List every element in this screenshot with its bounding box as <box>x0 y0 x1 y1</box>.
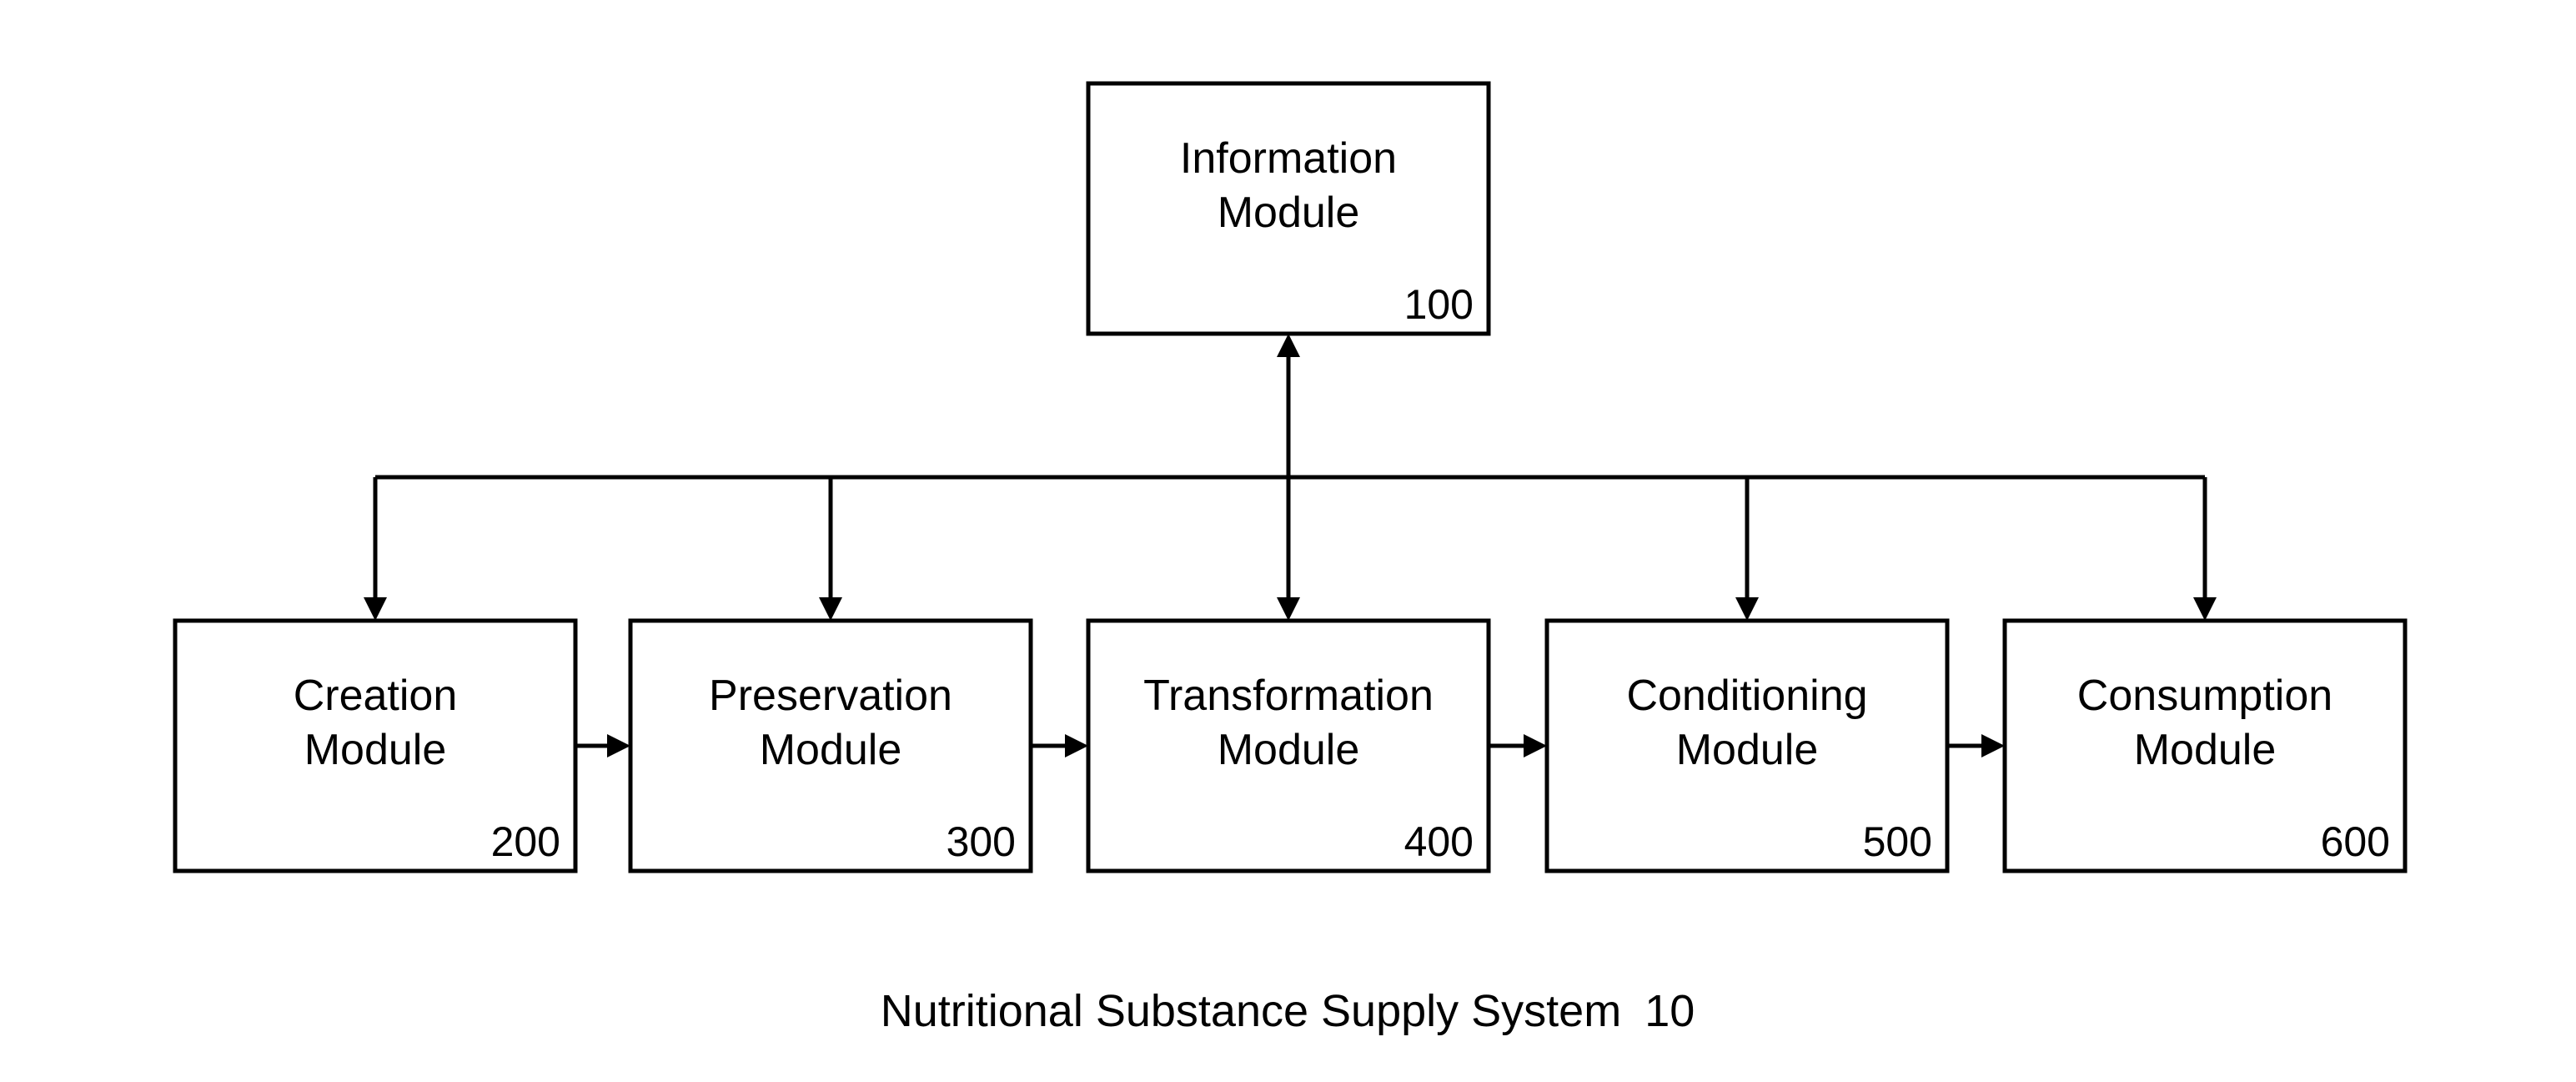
node-consume: Consumption Module 600 <box>2005 621 2405 871</box>
caption: Nutritional Substance Supply System 10 <box>881 986 1695 1036</box>
node-condition: Conditioning Module 500 <box>1547 621 1947 871</box>
arrowhead <box>1735 597 1759 621</box>
arrowhead <box>364 597 387 621</box>
arrowhead <box>819 597 842 621</box>
arrowhead <box>2193 597 2217 621</box>
node-info-number: 100 <box>1404 281 1474 328</box>
caption-text: Nutritional Substance Supply System <box>881 986 1621 1036</box>
node-transform-number: 400 <box>1404 818 1474 865</box>
arrowhead <box>1065 734 1088 757</box>
node-create-label-line-0: Creation <box>294 672 458 720</box>
node-transform-label-line-1: Module <box>1218 726 1360 774</box>
node-create-label-line-1: Module <box>304 726 447 774</box>
node-preserve-number: 300 <box>947 818 1016 865</box>
arrowhead <box>1981 734 2005 757</box>
diagram-root: Information Module 100 Creation Module 200 Pre… <box>0 0 2576 1082</box>
node-info-label-line-0: Information <box>1180 134 1397 183</box>
arrowhead <box>1524 734 1547 757</box>
node-info-label-line-1: Module <box>1218 189 1360 237</box>
node-create-number: 200 <box>491 818 560 865</box>
diagram-svg: Information Module 100 Creation Module 200 Pre… <box>0 0 2576 1082</box>
node-consume-number: 600 <box>2321 818 2390 865</box>
node-transform: Transformation Module 400 <box>1088 621 1489 871</box>
node-create: Creation Module 200 <box>175 621 575 871</box>
node-condition-number: 500 <box>1863 818 1932 865</box>
node-preserve-label-line-0: Preservation <box>709 672 952 720</box>
caption-number: 10 <box>1645 986 1695 1036</box>
node-consume-label-line-1: Module <box>2134 726 2277 774</box>
node-transform-label-line-0: Transformation <box>1143 672 1434 720</box>
node-condition-label-line-1: Module <box>1676 726 1819 774</box>
node-consume-label-line-0: Consumption <box>2077 672 2332 720</box>
arrowhead <box>1277 334 1300 357</box>
arrowhead <box>607 734 630 757</box>
arrowhead <box>1277 597 1300 621</box>
node-preserve: Preservation Module 300 <box>630 621 1031 871</box>
node-condition-label-line-0: Conditioning <box>1626 672 1867 720</box>
node-preserve-label-line-1: Module <box>760 726 902 774</box>
node-info: Information Module 100 <box>1088 83 1489 334</box>
